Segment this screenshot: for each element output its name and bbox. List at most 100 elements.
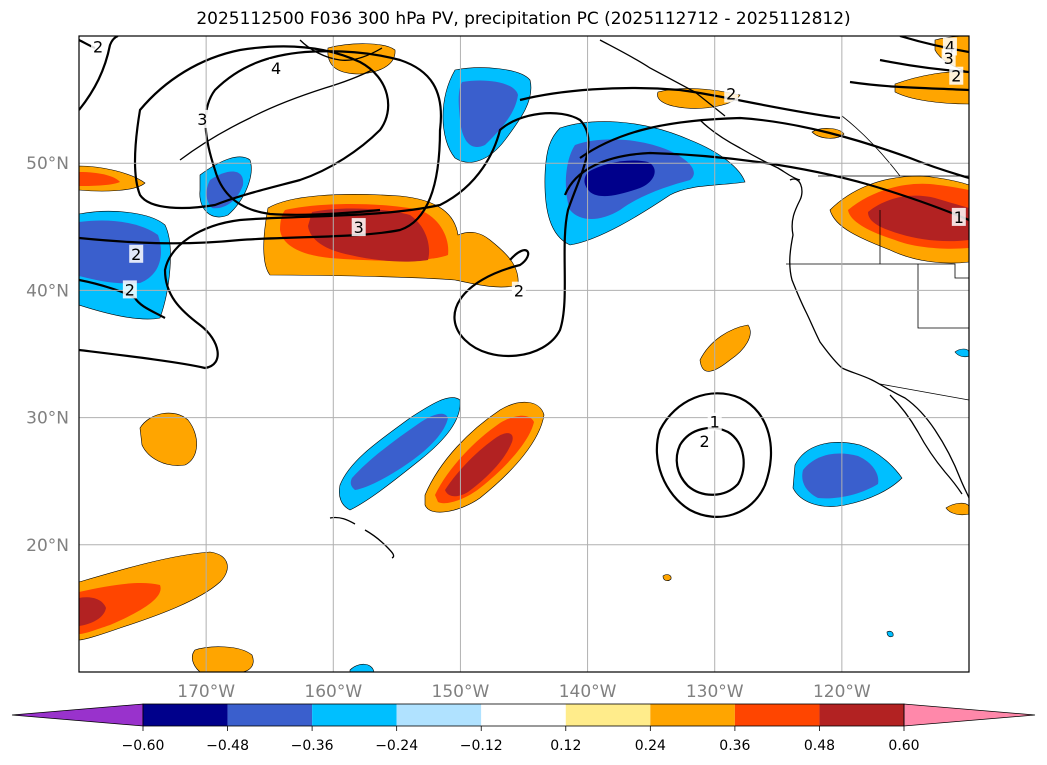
precip-blob-north-pacific-negative-core (458, 80, 518, 148)
lat-tick-label: 20°N (26, 536, 69, 556)
contour-label-bg (122, 280, 137, 299)
precip-blob-small-6 (886, 630, 894, 638)
colorbar-segment (734, 704, 820, 726)
colorbar-segment (312, 704, 397, 726)
precip-blob-170w-positive (139, 412, 197, 466)
colorbar-label: −0.36 (291, 738, 334, 754)
pv-contour-4-ne (899, 36, 969, 54)
map-title: 2025112500 F036 300 hPa PV, precipitatio… (196, 9, 851, 29)
precip-blob-southwest-positive-core (79, 597, 106, 626)
border-bc-alberta (841, 115, 901, 177)
pv-contour-3 (79, 50, 443, 245)
contour-label: 2 (131, 245, 141, 264)
precip-blob-pacific-nw-positive-core (868, 195, 969, 242)
colorbar-extend-low (11, 703, 144, 727)
border-ca-or (786, 263, 969, 279)
colorbar: −0.60 −0.48 −0.36 −0.24 −0.12 0.12 0.24 0.36 0.4… (11, 703, 1036, 754)
coastline-bc-islands (699, 119, 801, 181)
contour-label: 2 (125, 280, 135, 299)
longitude-labels: 170°W 160°W 150°W 140°W 130°W 120°W (177, 682, 871, 702)
lat-tick-label: 50°N (26, 154, 69, 174)
lat-tick-label: 30°N (26, 409, 69, 429)
colorbar-segment (565, 704, 651, 726)
colorbar-label: 0.60 (888, 738, 919, 754)
pv-contour-2-east (579, 116, 969, 180)
precip-blob-subtropical-positive-core (445, 433, 513, 497)
contour-label: 3 (944, 49, 954, 68)
precip-blob-small-4 (954, 348, 969, 358)
colorbar-segment (650, 704, 735, 726)
precip-blob-southwest-positive-mid (79, 582, 161, 634)
graticule (79, 36, 969, 672)
lon-tick-label: 170°W (177, 682, 235, 702)
contour-label: 1 (954, 208, 964, 227)
contour-label-bg (91, 37, 106, 56)
precip-blob-small-1 (349, 663, 375, 672)
precip-blob-small-3 (945, 502, 969, 516)
coastline-north-america (789, 178, 969, 499)
pv-contour-2-gulf (519, 86, 841, 120)
contour-label: 3 (197, 110, 207, 129)
contour-label-bg (195, 109, 210, 128)
precip-blob-gulf-positive (657, 88, 741, 109)
contour-label-bg (511, 281, 526, 300)
contour-label-bg (269, 59, 284, 78)
contour-label: 2 (699, 432, 709, 451)
border-ca-nv (917, 264, 969, 329)
latitude-labels: 20°N 30°N 40°N 50°N (26, 154, 69, 556)
border-us-mexico (879, 383, 969, 401)
contour-label: 2 (726, 85, 736, 104)
pv-contour-2-west (79, 112, 590, 370)
precip-blob-small-5 (662, 574, 672, 581)
coastline-alaska-panhandle (599, 39, 726, 117)
precip-blob-west-negative-core (79, 220, 161, 284)
colorbar-label: −0.12 (460, 738, 503, 754)
contour-label-bg (941, 48, 956, 67)
lon-tick-label: 130°W (686, 682, 744, 702)
coastline-aleutians (179, 69, 373, 161)
precip-blob-133w-positive (699, 324, 751, 372)
colorbar-segment (481, 704, 566, 726)
colorbar-label: 0.36 (719, 738, 750, 754)
colorbar-label: −0.60 (122, 738, 165, 754)
precip-blob-hawaii-negative-core (350, 413, 448, 490)
pv-contour-2-ne (849, 80, 969, 92)
contour-label: 1 (710, 413, 720, 432)
colorbar-segment (819, 704, 904, 726)
colorbar-label: 0.48 (804, 738, 835, 754)
contour-label: 2 (951, 67, 961, 86)
colorbar-frame (142, 703, 905, 727)
contour-label-bg (724, 84, 739, 103)
colorbar-extend-high (903, 703, 1036, 727)
precip-blob-baja-negative-core (802, 453, 879, 499)
contour-label: 4 (945, 37, 955, 56)
coastline-baja (889, 394, 963, 495)
precip-blob-gulf-alaska-negative-core (584, 160, 655, 197)
contour-label-bg (697, 431, 712, 450)
pv-contour-1-ring (655, 392, 773, 518)
contour-label-bg (351, 218, 366, 237)
lon-tick-label: 150°W (432, 682, 490, 702)
political-borders (786, 115, 969, 401)
lon-tick-label: 120°W (813, 682, 871, 702)
map-frame (78, 35, 970, 673)
contour-label-bg (951, 207, 966, 226)
colorbar-segment (396, 704, 482, 726)
colorbar-segment (227, 704, 313, 726)
pv-contour-4 (134, 45, 390, 210)
contour-label: 3 (354, 218, 364, 237)
lat-tick-label: 40°N (26, 281, 69, 301)
contour-label: 4 (271, 59, 281, 78)
coastline-hawaii (329, 516, 395, 559)
colorbar-label: 0.12 (550, 738, 581, 754)
colorbar-label: −0.48 (206, 738, 249, 754)
contour-label-bg (129, 244, 144, 263)
pv-contour-2-north (79, 36, 119, 111)
precip-blob-west-positive-core (79, 172, 120, 186)
lon-tick-label: 140°W (559, 682, 617, 702)
contour-label: 2 (514, 282, 524, 301)
contour-label: 2 (93, 37, 103, 56)
